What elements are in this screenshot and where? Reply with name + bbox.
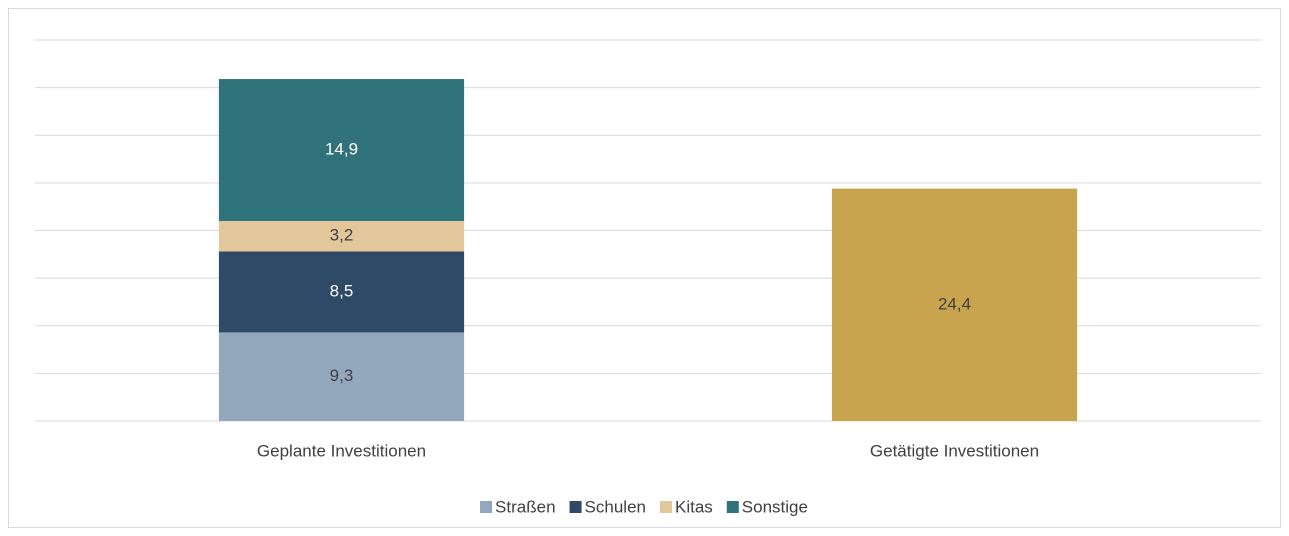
legend-swatch xyxy=(726,501,739,513)
bar-segment xyxy=(218,251,465,333)
legend-label: Straßen xyxy=(495,497,555,516)
bar-segment xyxy=(218,220,465,252)
bar-segment xyxy=(831,188,1078,421)
legend-label: Sonstige xyxy=(742,497,808,516)
data-label: 9,3 xyxy=(330,366,354,385)
legend: Straßen Schulen Kitas Sonstige xyxy=(480,497,808,516)
bar-segment xyxy=(218,79,465,221)
legend-label: Schulen xyxy=(585,497,646,516)
legend-label: Kitas xyxy=(675,497,713,516)
bar-segment xyxy=(218,332,465,421)
data-label: 3,2 xyxy=(330,226,354,245)
data-label: 24,4 xyxy=(938,294,971,313)
legend-swatch xyxy=(569,501,582,513)
legend-swatch xyxy=(659,501,672,513)
data-label: 8,5 xyxy=(330,281,354,300)
x-tick-label: Getätigte Investitionen xyxy=(870,441,1039,460)
x-tick-label: Geplante Investitionen xyxy=(257,441,426,460)
data-label: 14,9 xyxy=(325,139,358,158)
legend-swatch xyxy=(480,501,493,513)
chart-frame xyxy=(8,8,1281,528)
